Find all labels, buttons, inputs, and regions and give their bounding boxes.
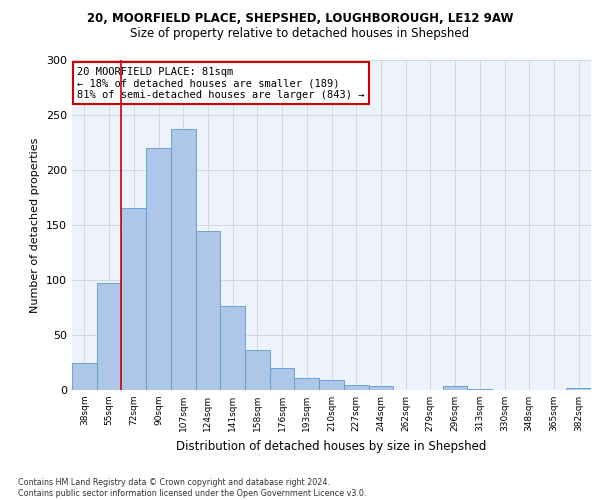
Y-axis label: Number of detached properties: Number of detached properties [31, 138, 40, 312]
X-axis label: Distribution of detached houses by size in Shepshed: Distribution of detached houses by size … [176, 440, 487, 452]
Bar [97, 284, 121, 390]
Bar [121, 208, 146, 390]
Text: Contains HM Land Registry data © Crown copyright and database right 2024.
Contai: Contains HM Land Registry data © Crown c… [18, 478, 367, 498]
Bar [295, 378, 319, 390]
Bar [196, 230, 220, 390]
Bar [220, 306, 245, 390]
Bar [245, 350, 270, 390]
Text: 20, MOORFIELD PLACE, SHEPSHED, LOUGHBOROUGH, LE12 9AW: 20, MOORFIELD PLACE, SHEPSHED, LOUGHBORO… [87, 12, 513, 26]
Bar [344, 384, 368, 390]
Bar [368, 386, 393, 390]
Text: 20 MOORFIELD PLACE: 81sqm
← 18% of detached houses are smaller (189)
81% of semi: 20 MOORFIELD PLACE: 81sqm ← 18% of detac… [77, 66, 365, 100]
Bar [270, 368, 295, 390]
Bar [171, 130, 196, 390]
Bar [146, 148, 171, 390]
Bar [319, 380, 344, 390]
Bar [72, 362, 97, 390]
Bar [467, 389, 492, 390]
Bar [443, 386, 467, 390]
Bar [566, 388, 591, 390]
Text: Size of property relative to detached houses in Shepshed: Size of property relative to detached ho… [130, 28, 470, 40]
